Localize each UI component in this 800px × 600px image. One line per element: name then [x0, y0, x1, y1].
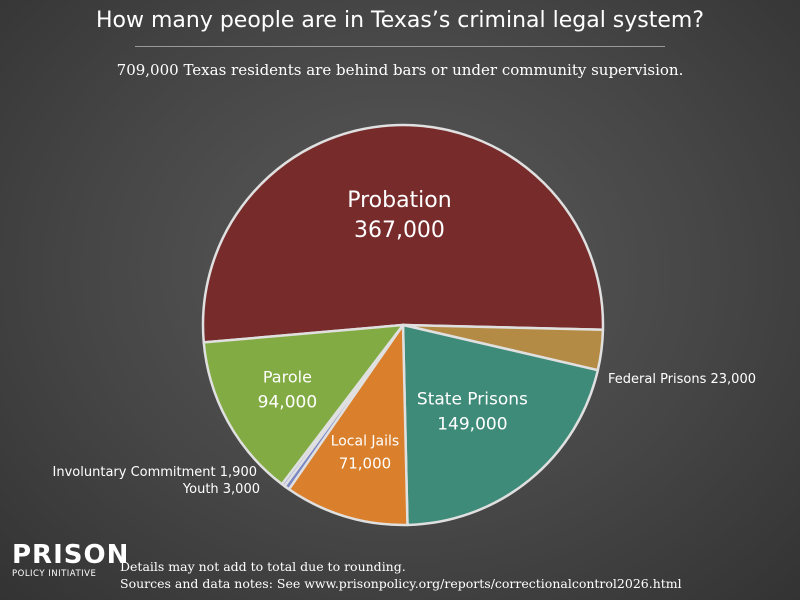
- pie-slice-parole: [202, 323, 405, 486]
- slice-label-local-jails: Local Jails: [331, 433, 400, 449]
- slice-value-probation: 367,000: [354, 218, 445, 243]
- slice-label-involuntary-commitment: Involuntary Commitment 1,900: [53, 465, 257, 480]
- slice-value-state-prisons: 149,000: [437, 414, 507, 434]
- slice-value-parole: 94,000: [258, 393, 317, 413]
- footer-notes: Details may not add to total due to roun…: [120, 558, 682, 592]
- slice-label-parole: Parole: [263, 368, 312, 387]
- slice-label-probation: Probation: [347, 188, 452, 213]
- chart-title: How many people are in Texas’s criminal …: [95, 8, 705, 33]
- slice-label-youth: Youth 3,000: [182, 482, 260, 497]
- title-divider: [135, 46, 665, 47]
- pie-slice-state-prisons: [401, 323, 600, 527]
- pie-slice-local-jails: [287, 323, 409, 527]
- sources-note: Sources and data notes: See www.prisonpo…: [120, 576, 682, 591]
- pie-slice-probation: [201, 123, 605, 344]
- rounding-note: Details may not add to total due to roun…: [120, 559, 406, 574]
- slice-label-state-prisons: State Prisons: [417, 389, 528, 409]
- logo-text-top: PRISON: [12, 540, 130, 570]
- chart-subtitle: 709,000 Texas residents are behind bars …: [116, 61, 684, 79]
- slice-value-local-jails: 71,000: [339, 454, 392, 472]
- prison-policy-initiative-logo: PRISON POLICY INITIATIVE: [12, 540, 130, 580]
- slice-label-federal-prisons: Federal Prisons 23,000: [608, 372, 756, 387]
- logo-text-bottom: POLICY INITIATIVE: [12, 569, 97, 579]
